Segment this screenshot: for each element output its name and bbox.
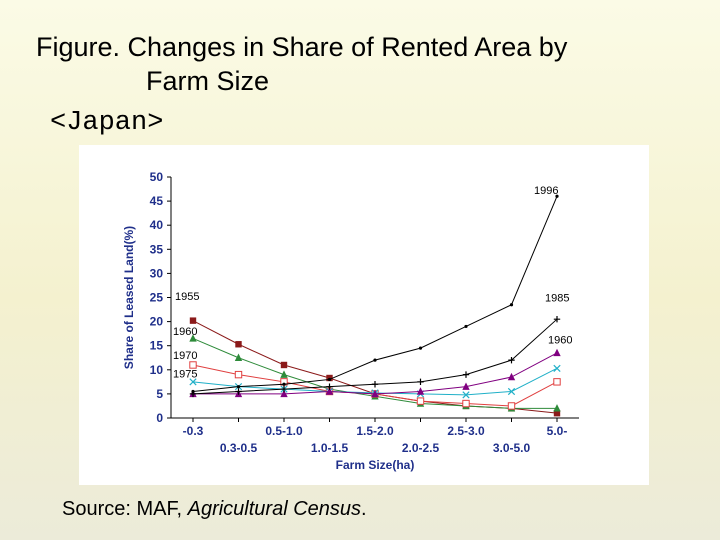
data-point: [553, 409, 561, 417]
x-tick-label: 1.5-2.0: [356, 424, 394, 438]
data-point: [280, 385, 288, 393]
x-tick-label: 3.0-5.0: [493, 441, 531, 455]
data-point: [553, 315, 561, 323]
y-tick-label: 10: [150, 363, 164, 377]
y-tick-label: 30: [150, 266, 164, 280]
x-tick-label: 0.5-1.0: [265, 424, 303, 438]
data-point: [462, 391, 470, 399]
data-point: [416, 387, 425, 395]
data-point: [327, 377, 332, 382]
data-point: [282, 382, 286, 386]
series-1996: [191, 194, 559, 394]
data-point: [464, 324, 468, 329]
data-point: [234, 370, 243, 379]
data-point: [555, 194, 559, 198]
data-point: [235, 388, 242, 395]
data-point: [235, 341, 242, 348]
data-point: [418, 346, 423, 350]
data-point: [508, 356, 515, 364]
title-line-2: Farm Size: [146, 66, 270, 96]
chart-panel: 0 5 10 15 20 25 30 35 40 45 50 -0.3 0.3-0.5 0.5-1.0 1.…: [79, 145, 649, 485]
series-1960: [189, 334, 561, 412]
data-point: [280, 389, 288, 398]
y-tick-label: 35: [150, 242, 164, 256]
data-point: [417, 378, 424, 386]
data-point: [553, 348, 561, 357]
y-tick-label: 15: [150, 339, 164, 353]
series-series-4: [189, 348, 561, 398]
series-1985: [189, 315, 561, 398]
series-annotation: 1985: [545, 292, 569, 304]
data-point: [507, 402, 516, 410]
data-point: [189, 334, 197, 342]
series-annotation: 1975: [173, 369, 197, 381]
country-label: <Japan>: [50, 108, 164, 138]
y-tick-label: 45: [150, 194, 164, 208]
chart-series: [189, 194, 561, 417]
chart-labels: 1955 1960 1970 1975 1996 1985 1960: [173, 185, 572, 381]
data-point: [371, 389, 379, 398]
y-tick-label: 50: [150, 170, 164, 184]
data-point: [236, 385, 241, 389]
x-tick-label: -0.3: [183, 424, 204, 438]
data-point: [326, 383, 333, 390]
series-annotation: 1960: [173, 326, 197, 338]
data-point: [280, 370, 288, 378]
series-annotation: 1996: [534, 185, 558, 197]
series-annotation: 1960: [548, 334, 572, 346]
data-point: [462, 371, 470, 378]
x-axis-title: Farm Size(ha): [336, 458, 415, 472]
data-point: [509, 303, 514, 307]
x-tick-label: 2.0-2.5: [402, 441, 440, 455]
y-axis-title: Share of Leased Land(%): [122, 226, 136, 369]
series-annotation: 1970: [173, 350, 197, 362]
y-tick-label: 20: [150, 315, 164, 329]
data-point: [507, 372, 516, 381]
title-line-1: Figure. Changes in Share of Rented Area …: [36, 32, 568, 62]
x-tick-label: 0.3-0.5: [220, 441, 258, 455]
data-point: [189, 361, 197, 369]
y-tick-label: 25: [150, 291, 164, 305]
y-tick-label: 5: [156, 387, 163, 401]
data-point: [553, 364, 561, 372]
data-point: [189, 378, 197, 386]
x-tick-label: 1.0-1.5: [311, 441, 349, 455]
page-title: Figure. Changes in Share of Rented Area …: [36, 30, 696, 98]
data-point: [462, 399, 470, 408]
source-suffix: .: [361, 498, 367, 520]
x-tick-label: 2.5-3.0: [447, 424, 485, 438]
data-point: [191, 389, 195, 394]
data-point: [507, 387, 516, 396]
data-point: [553, 378, 561, 386]
chart-axes: 0 5 10 15 20 25 30 35 40 45 50 -0.3 0.3-0.5 0.5-1.0 1.…: [122, 170, 579, 472]
data-point: [325, 387, 334, 395]
series-annotation: 1955: [175, 291, 199, 303]
source-note: Source: MAF, Agricultural Census.: [62, 498, 367, 521]
data-point: [373, 358, 377, 362]
data-point: [416, 397, 425, 405]
data-point: [371, 381, 379, 388]
series-1955: [189, 317, 561, 417]
line-chart: 0 5 10 15 20 25 30 35 40 45 50 -0.3 0.3-0.5 0.5-1.0 1.…: [122, 170, 579, 472]
source-prefix: Source: MAF,: [62, 498, 188, 520]
data-point: [280, 361, 288, 369]
x-tick-label: 5.0-: [547, 424, 568, 438]
y-tick-label: 40: [150, 218, 164, 232]
y-tick-label: 0: [156, 411, 163, 425]
data-point: [553, 404, 561, 412]
data-point: [189, 317, 197, 324]
data-point: [234, 353, 243, 361]
data-point: [462, 382, 470, 390]
source-publication: Agricultural Census: [187, 498, 362, 520]
series-line: [192, 196, 558, 392]
